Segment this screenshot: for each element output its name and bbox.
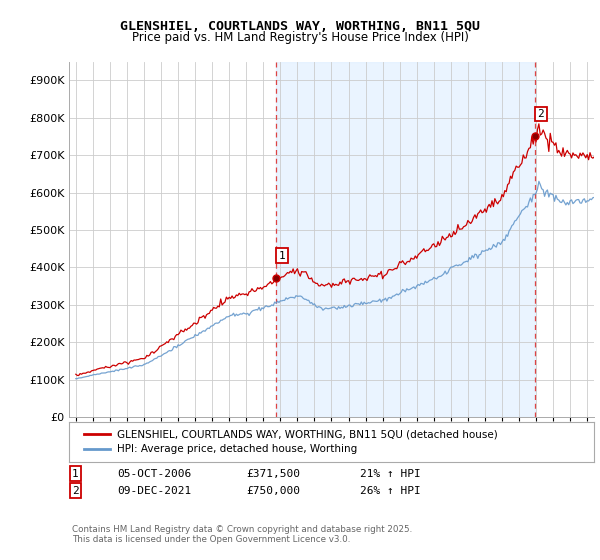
Text: 2: 2 xyxy=(72,486,79,496)
Text: Contains HM Land Registry data © Crown copyright and database right 2025.
This d: Contains HM Land Registry data © Crown c… xyxy=(72,525,412,544)
Text: 21% ↑ HPI: 21% ↑ HPI xyxy=(360,469,421,479)
Legend: GLENSHIEL, COURTLANDS WAY, WORTHING, BN11 5QU (detached house), HPI: Average pri: GLENSHIEL, COURTLANDS WAY, WORTHING, BN1… xyxy=(79,425,502,459)
Text: 05-OCT-2006: 05-OCT-2006 xyxy=(117,469,191,479)
Text: 09-DEC-2021: 09-DEC-2021 xyxy=(117,486,191,496)
Text: £750,000: £750,000 xyxy=(246,486,300,496)
Text: 2: 2 xyxy=(538,109,544,119)
Text: GLENSHIEL, COURTLANDS WAY, WORTHING, BN11 5QU: GLENSHIEL, COURTLANDS WAY, WORTHING, BN1… xyxy=(120,20,480,32)
Bar xyxy=(276,62,535,417)
Text: 26% ↑ HPI: 26% ↑ HPI xyxy=(360,486,421,496)
Text: 1: 1 xyxy=(72,469,79,479)
Text: Price paid vs. HM Land Registry's House Price Index (HPI): Price paid vs. HM Land Registry's House … xyxy=(131,31,469,44)
Text: 1: 1 xyxy=(279,251,286,260)
Text: £371,500: £371,500 xyxy=(246,469,300,479)
